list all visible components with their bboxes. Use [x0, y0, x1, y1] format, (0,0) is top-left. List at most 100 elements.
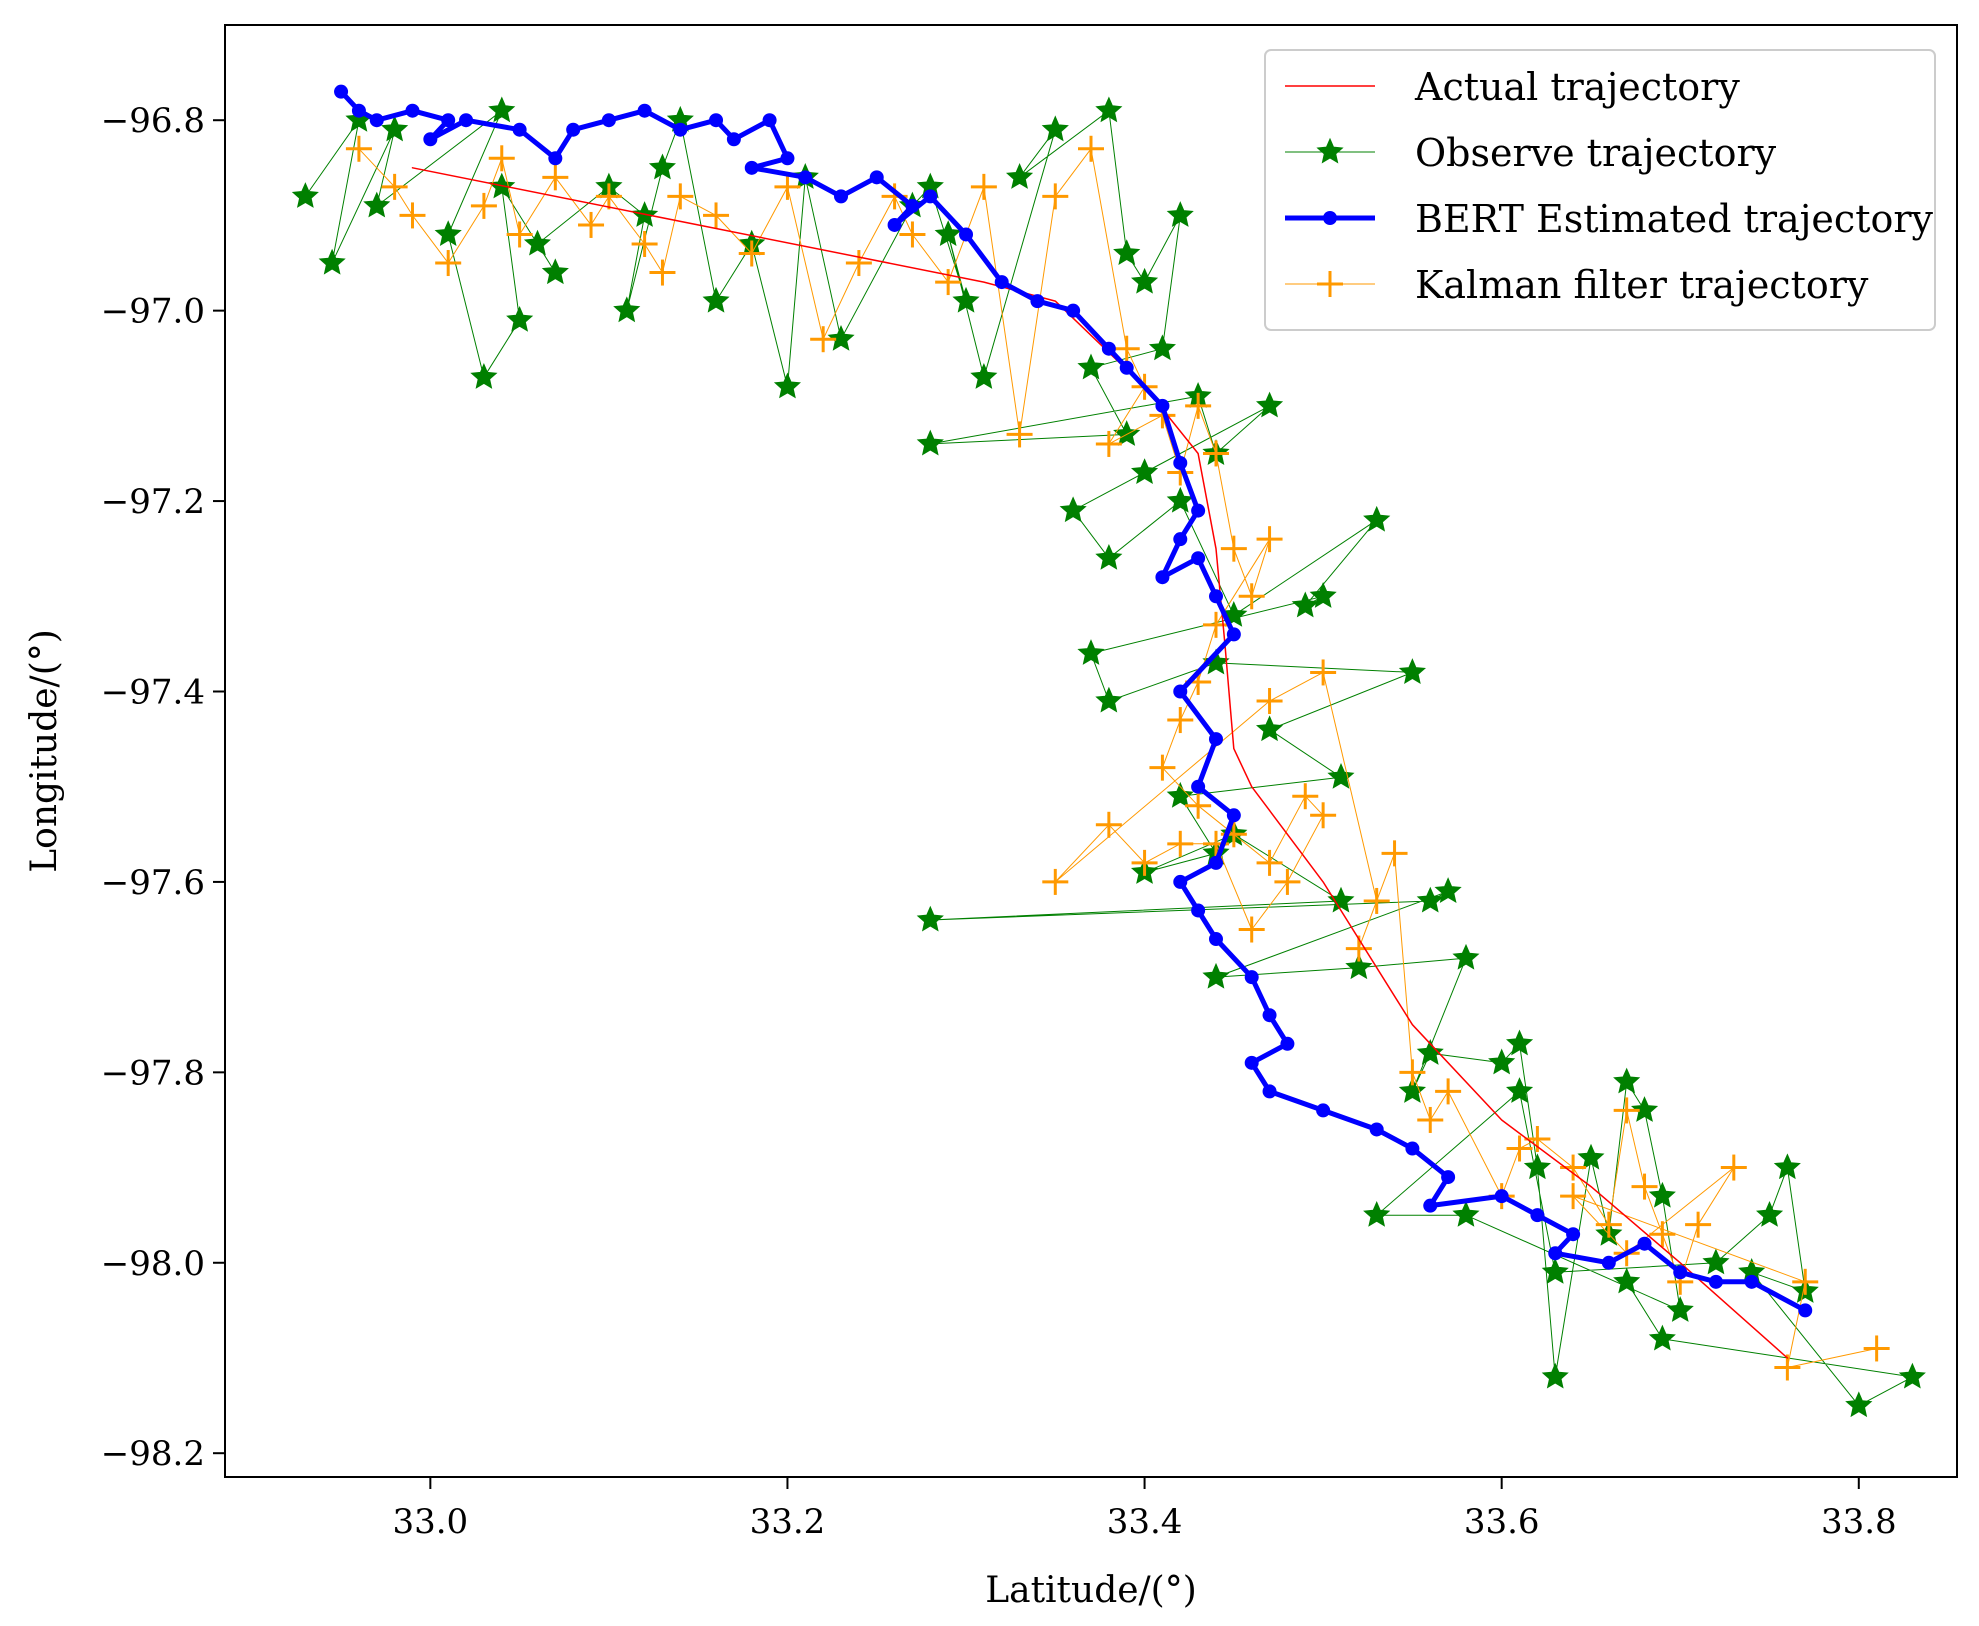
- data-point-bert: [1173, 455, 1188, 470]
- legend-box: [1264, 49, 1936, 331]
- data-point-kalman: [1238, 916, 1265, 943]
- data-point-bert: [1173, 532, 1188, 547]
- data-point-kalman: [381, 173, 408, 200]
- data-point-kalman: [1202, 440, 1229, 467]
- data-point-observe: [1309, 582, 1337, 608]
- data-point-bert: [1226, 808, 1241, 823]
- data-point-observe: [1005, 163, 1034, 189]
- data-point-bert: [1066, 303, 1081, 318]
- data-point-observe: [952, 286, 980, 313]
- data-point-bert: [1708, 1274, 1723, 1289]
- data-point-kalman: [1792, 1268, 1819, 1295]
- data-point-bert: [1101, 341, 1116, 356]
- data-point-kalman: [1042, 183, 1069, 210]
- data-point-bert: [1191, 779, 1206, 794]
- data-point-observe: [1202, 962, 1230, 989]
- data-point-kalman: [1238, 583, 1265, 610]
- data-point-kalman: [774, 173, 801, 200]
- data-point-bert: [905, 198, 920, 213]
- series-actual: [411, 167, 1789, 1359]
- data-point-kalman: [435, 250, 462, 277]
- series-bert: [334, 84, 1813, 1318]
- data-point-bert: [351, 103, 366, 118]
- data-point-bert: [1423, 1198, 1438, 1213]
- data-point-kalman: [935, 269, 962, 296]
- series-kalman: [345, 135, 1890, 1381]
- data-point-kalman: [1310, 659, 1337, 686]
- data-point-observe: [1095, 96, 1123, 123]
- x-axis-label: Latitude/(°): [985, 1570, 1197, 1611]
- data-point-bert: [1280, 1036, 1295, 1051]
- data-point-kalman: [1185, 392, 1212, 419]
- y-tick-label: −98.2: [101, 1434, 205, 1474]
- y-tick-label: −97.4: [101, 672, 205, 712]
- data-point-kalman: [1113, 335, 1140, 362]
- data-point-observe: [1631, 1096, 1659, 1122]
- data-point-bert: [709, 113, 724, 128]
- data-point-observe: [702, 286, 730, 313]
- data-point-kalman: [1220, 535, 1247, 562]
- data-point-bert: [1673, 1265, 1688, 1280]
- data-point-observe: [1773, 1153, 1801, 1180]
- data-point-bert: [726, 132, 741, 147]
- data-point-observe: [1416, 1039, 1444, 1065]
- data-point-kalman: [1506, 1135, 1533, 1162]
- y-tick-label: −97.0: [101, 292, 205, 332]
- data-point-observe: [1756, 1200, 1784, 1227]
- data-point-kalman: [1167, 830, 1194, 857]
- data-point-observe: [1327, 762, 1355, 789]
- data-point-kalman: [1274, 868, 1301, 895]
- data-point-observe: [363, 191, 391, 218]
- data-point-kalman: [667, 183, 694, 210]
- data-point-observe: [613, 296, 641, 323]
- data-point-bert: [1226, 627, 1241, 642]
- data-point-bert: [923, 189, 938, 204]
- legend-plus-marker: [1317, 271, 1343, 297]
- data-point-bert: [780, 151, 795, 166]
- data-point-bert: [1208, 732, 1223, 747]
- data-point-bert: [637, 103, 652, 118]
- data-point-observe: [381, 115, 409, 142]
- data-point-bert: [1798, 1303, 1813, 1318]
- data-point-bert: [673, 122, 688, 137]
- data-point-bert: [798, 170, 813, 185]
- data-point-observe: [1077, 353, 1105, 380]
- data-point-kalman: [345, 135, 372, 162]
- data-point-observe: [1416, 886, 1444, 913]
- data-point-bert: [1316, 1103, 1331, 1118]
- data-point-bert: [459, 113, 474, 128]
- data-point-kalman: [1720, 1154, 1747, 1181]
- data-point-kalman: [1006, 421, 1033, 448]
- data-point-observe: [1166, 486, 1194, 513]
- data-point-observe: [1648, 1324, 1676, 1351]
- data-point-kalman: [488, 145, 515, 172]
- data-point-observe: [1113, 239, 1141, 266]
- data-point-kalman: [738, 240, 765, 267]
- data-point-kalman: [1185, 792, 1212, 819]
- data-point-kalman: [970, 173, 997, 200]
- data-point-kalman: [470, 192, 497, 219]
- data-point-bert: [1405, 1141, 1420, 1156]
- data-point-observe: [1613, 1067, 1641, 1094]
- data-point-bert: [1208, 855, 1223, 870]
- data-point-observe: [1041, 115, 1069, 142]
- data-point-kalman: [703, 202, 730, 229]
- data-point-kalman: [1256, 688, 1283, 715]
- data-point-kalman: [1381, 840, 1408, 867]
- data-point-kalman: [1202, 611, 1229, 638]
- data-point-bert: [744, 160, 759, 175]
- data-point-kalman: [1774, 1354, 1801, 1381]
- data-point-observe: [1166, 201, 1194, 227]
- data-point-kalman: [1078, 135, 1104, 162]
- data-point-observe: [970, 363, 998, 389]
- data-point-bert: [1369, 1122, 1384, 1137]
- data-point-observe: [1166, 781, 1194, 808]
- data-point-kalman: [1310, 802, 1337, 829]
- data-point-bert: [405, 103, 420, 118]
- y-tick-label: −98.0: [101, 1244, 205, 1284]
- series-line-observe: [304, 110, 1913, 1407]
- data-point-bert: [1208, 932, 1223, 947]
- data-point-bert: [869, 170, 884, 185]
- data-point-bert: [369, 113, 384, 128]
